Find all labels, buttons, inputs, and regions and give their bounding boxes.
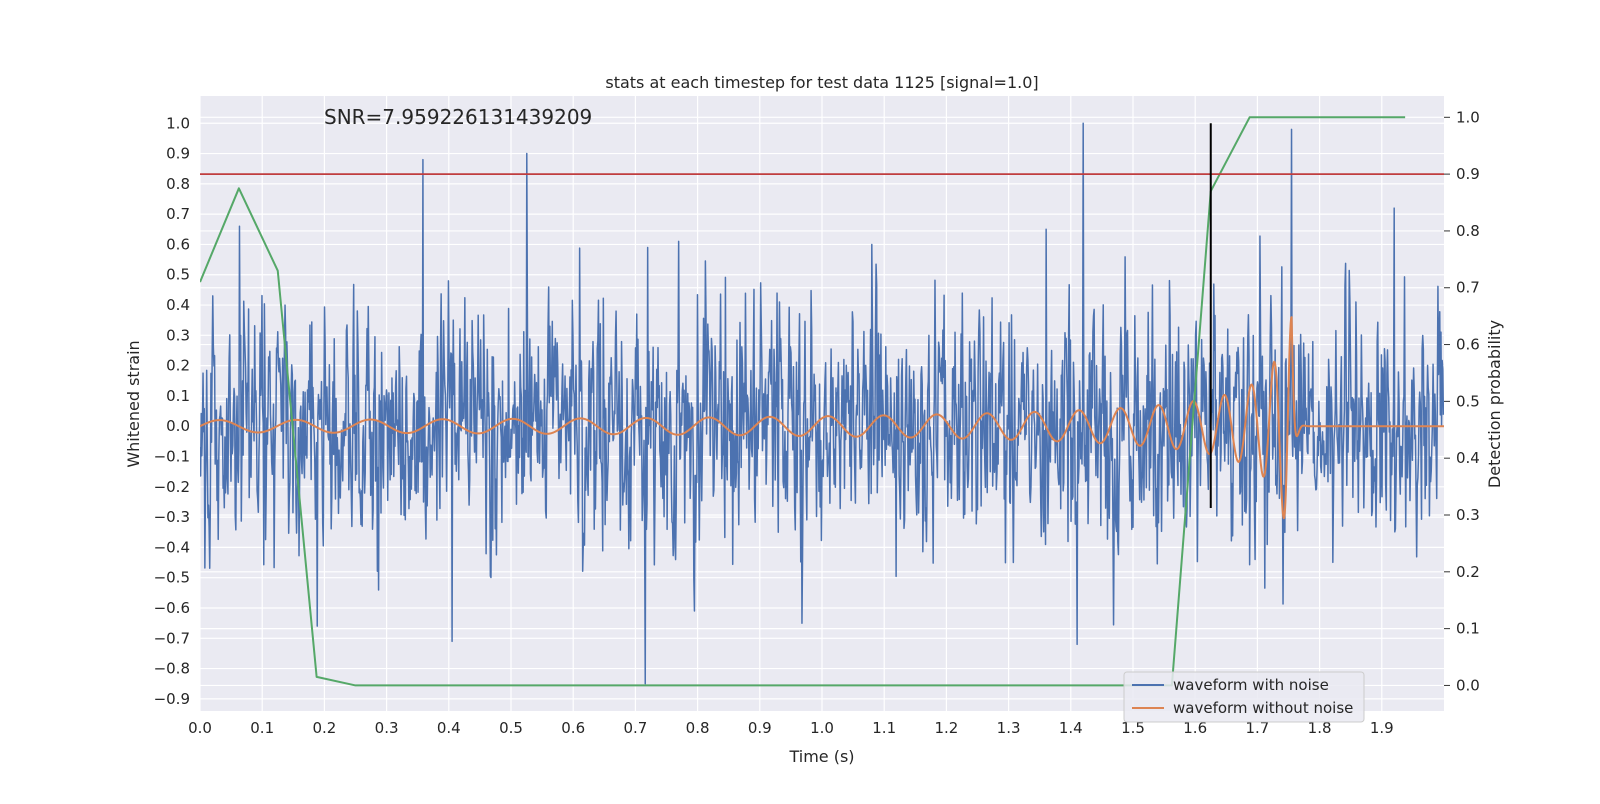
y-tick-label-left: 0.6 <box>166 235 190 253</box>
x-tick-label: 1.8 <box>1308 719 1332 737</box>
x-tick-label: 1.0 <box>810 719 834 737</box>
y-tick-label-left: 0.3 <box>166 326 190 344</box>
y-axis-label-right: Detection probability <box>1485 320 1504 488</box>
legend: waveform with noise waveform without noi… <box>1123 671 1365 723</box>
x-tick-label: 1.1 <box>872 719 896 737</box>
y-tick-label-right: 0.7 <box>1456 279 1480 297</box>
x-tick-label: 1.6 <box>1183 719 1207 737</box>
y-tick-label-left: −0.7 <box>154 629 190 647</box>
y-tick-label-left: 0.1 <box>166 387 190 405</box>
chart-title: stats at each timestep for test data 112… <box>605 73 1038 92</box>
y-tick-label-left: −0.4 <box>154 538 190 556</box>
y-tick-label-left: 0.9 <box>166 145 190 163</box>
marks-layer <box>200 123 1444 509</box>
y-tick-label-left: −0.8 <box>154 660 190 678</box>
y-tick-label-left: 1.0 <box>166 114 190 132</box>
y-tick-label-left: 0.4 <box>166 296 190 314</box>
y-tick-label-left: −0.3 <box>154 508 190 526</box>
legend-label-clean: waveform without noise <box>1173 699 1353 717</box>
y-tick-label-right: 0.8 <box>1456 222 1480 240</box>
x-tick-label: 1.7 <box>1245 719 1269 737</box>
x-tick-label: 1.4 <box>1059 719 1083 737</box>
y-axis-label-left: Whitened strain <box>124 340 143 467</box>
legend-label-noise: waveform with noise <box>1173 676 1329 694</box>
plot-area <box>200 116 1444 687</box>
x-tick-label: 0.2 <box>312 719 336 737</box>
x-tick-label: 0.9 <box>748 719 772 737</box>
x-tick-label: 0.8 <box>686 719 710 737</box>
x-tick-label: 0.4 <box>437 719 461 737</box>
x-tick-label: 0.7 <box>623 719 647 737</box>
x-tick-label: 1.5 <box>1121 719 1145 737</box>
x-tick-label: 0.1 <box>250 719 274 737</box>
y-tick-label-left: −0.1 <box>154 448 190 466</box>
y-tick-label-right: 0.1 <box>1456 620 1480 638</box>
x-tick-label: 1.3 <box>997 719 1021 737</box>
x-tick-label: 0.0 <box>188 719 212 737</box>
y-tick-label-left: −0.2 <box>154 478 190 496</box>
y-tick-label-right: 0.6 <box>1456 336 1480 354</box>
y-tick-label-right: 0.2 <box>1456 563 1480 581</box>
snr-annotation: SNR=7.959226131439209 <box>324 105 592 129</box>
y-tick-label-right: 0.5 <box>1456 392 1480 410</box>
x-tick-label: 0.5 <box>499 719 523 737</box>
x-tick-label: 0.3 <box>375 719 399 737</box>
y-tick-label-left: 0.0 <box>166 417 190 435</box>
y-tick-label-left: 0.8 <box>166 175 190 193</box>
series-layer <box>200 116 1444 687</box>
x-tick-label: 0.6 <box>561 719 585 737</box>
y-tick-label-left: 0.5 <box>166 266 190 284</box>
series-line-waveform-with-noise <box>200 122 1444 685</box>
y-tick-label-left: −0.6 <box>154 599 190 617</box>
y-tick-label-right: 0.3 <box>1456 506 1480 524</box>
x-tick-label: 1.2 <box>934 719 958 737</box>
y-tick-label-right: 1.0 <box>1456 108 1480 126</box>
y-tick-label-left: −0.9 <box>154 690 190 708</box>
y-tick-label-right: 0.0 <box>1456 676 1480 694</box>
x-axis-label: Time (s) <box>788 747 854 766</box>
ticks: 0.0 0.1 0.2 0.3 0.4 0.5 0.6 0.7 0.8 0.9 1.0 1.1 1.2 1… <box>154 108 1480 737</box>
x-tick-label: 1.9 <box>1370 719 1394 737</box>
y-tick-label-left: 0.7 <box>166 205 190 223</box>
series-line-waveform-without-noise <box>200 316 1444 520</box>
y-tick-label-right: 0.9 <box>1456 165 1480 183</box>
legend-box <box>1123 671 1365 723</box>
y-tick-label-right: 0.4 <box>1456 449 1480 467</box>
y-tick-label-left: −0.5 <box>154 569 190 587</box>
series-line-detection-probability <box>200 116 1406 687</box>
y-tick-label-left: 0.2 <box>166 357 190 375</box>
